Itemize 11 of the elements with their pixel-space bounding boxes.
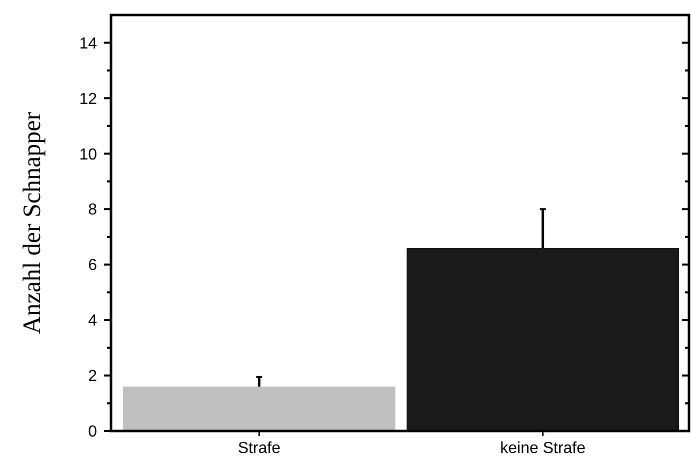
y-tick-label: 0 [88, 424, 98, 441]
y-tick-label: 4 [88, 312, 98, 330]
y-tick-label: 12 [79, 90, 98, 108]
x-tick-label: keine Strafe [500, 440, 586, 457]
y-tick-label: 10 [79, 146, 98, 164]
y-tick-label: 14 [79, 35, 98, 52]
y-tick-label: 2 [88, 368, 98, 386]
y-axis-title: Anzahl der Schnapper [19, 111, 46, 334]
y-tick-label: 6 [88, 257, 98, 274]
x-tick-label: Strafe [238, 440, 281, 457]
y-tick-label: 8 [88, 202, 98, 219]
